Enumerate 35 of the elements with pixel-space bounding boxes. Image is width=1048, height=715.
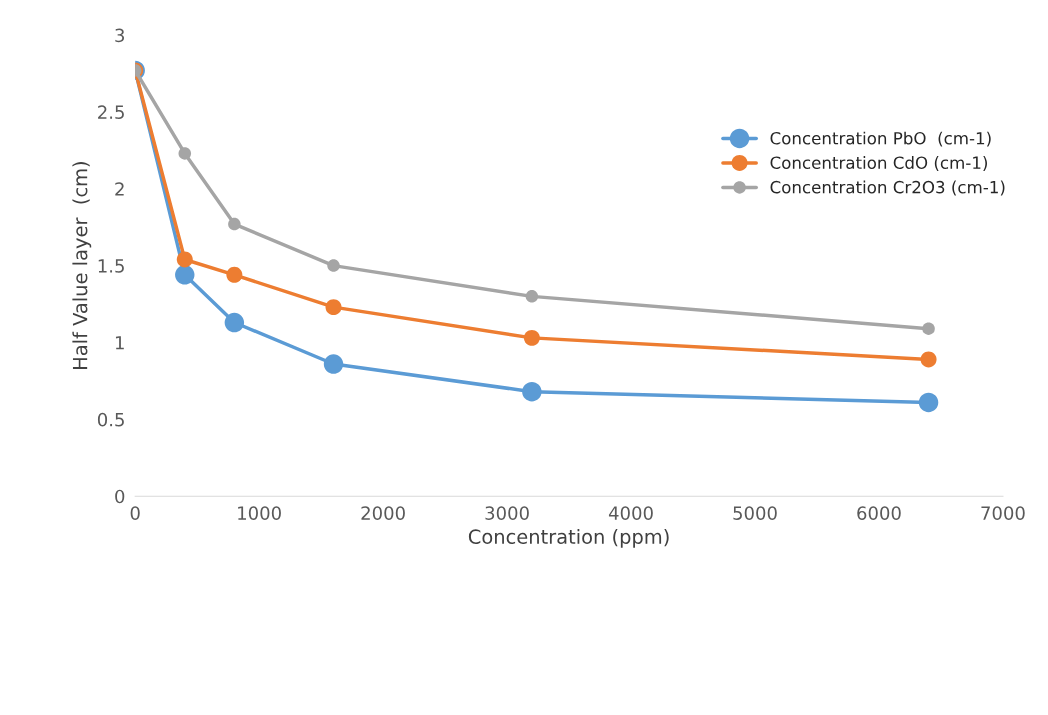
legend-label: Concentration CdO (cm-1) xyxy=(770,156,987,171)
x-tick-label: 7000 xyxy=(981,506,1025,520)
point xyxy=(918,392,939,413)
point xyxy=(176,251,193,268)
point xyxy=(525,290,539,303)
point xyxy=(228,217,241,231)
point xyxy=(523,329,540,346)
point xyxy=(327,259,340,272)
legend-label: Concentration PbO (cm-1) xyxy=(770,131,991,147)
point xyxy=(522,381,542,402)
y-tick-label: 0 xyxy=(115,489,125,504)
x-tick-label: 0 xyxy=(130,506,140,520)
y-tick-label: 2.5 xyxy=(98,105,124,120)
x-tick-label: 3000 xyxy=(485,506,529,520)
x-axis-title: Concentration (ppm) xyxy=(468,528,669,548)
x-tick-label: 5000 xyxy=(733,506,777,520)
point xyxy=(224,312,245,333)
point xyxy=(178,147,192,160)
x-tick-label: 1000 xyxy=(238,506,281,520)
point xyxy=(175,265,195,285)
y-tick-label: 3 xyxy=(115,28,125,43)
point xyxy=(325,299,342,316)
x-tick-label: 4000 xyxy=(608,506,653,520)
point xyxy=(922,322,935,335)
point xyxy=(323,354,344,374)
x-tick-label: 6000 xyxy=(857,506,901,520)
legend-label: Concentration Cr2O3 (cm-1) xyxy=(770,180,1005,196)
y-tick-label: 0.5 xyxy=(97,412,124,427)
y-tick-label: 1.5 xyxy=(98,259,124,273)
point xyxy=(920,351,937,368)
y-tick-label: 1 xyxy=(115,336,124,350)
y-tick-label: 2 xyxy=(115,182,124,196)
point xyxy=(226,266,243,283)
y-axis-title: Half Value layer (cm) xyxy=(72,162,92,369)
x-tick-label: 2000 xyxy=(361,506,405,520)
